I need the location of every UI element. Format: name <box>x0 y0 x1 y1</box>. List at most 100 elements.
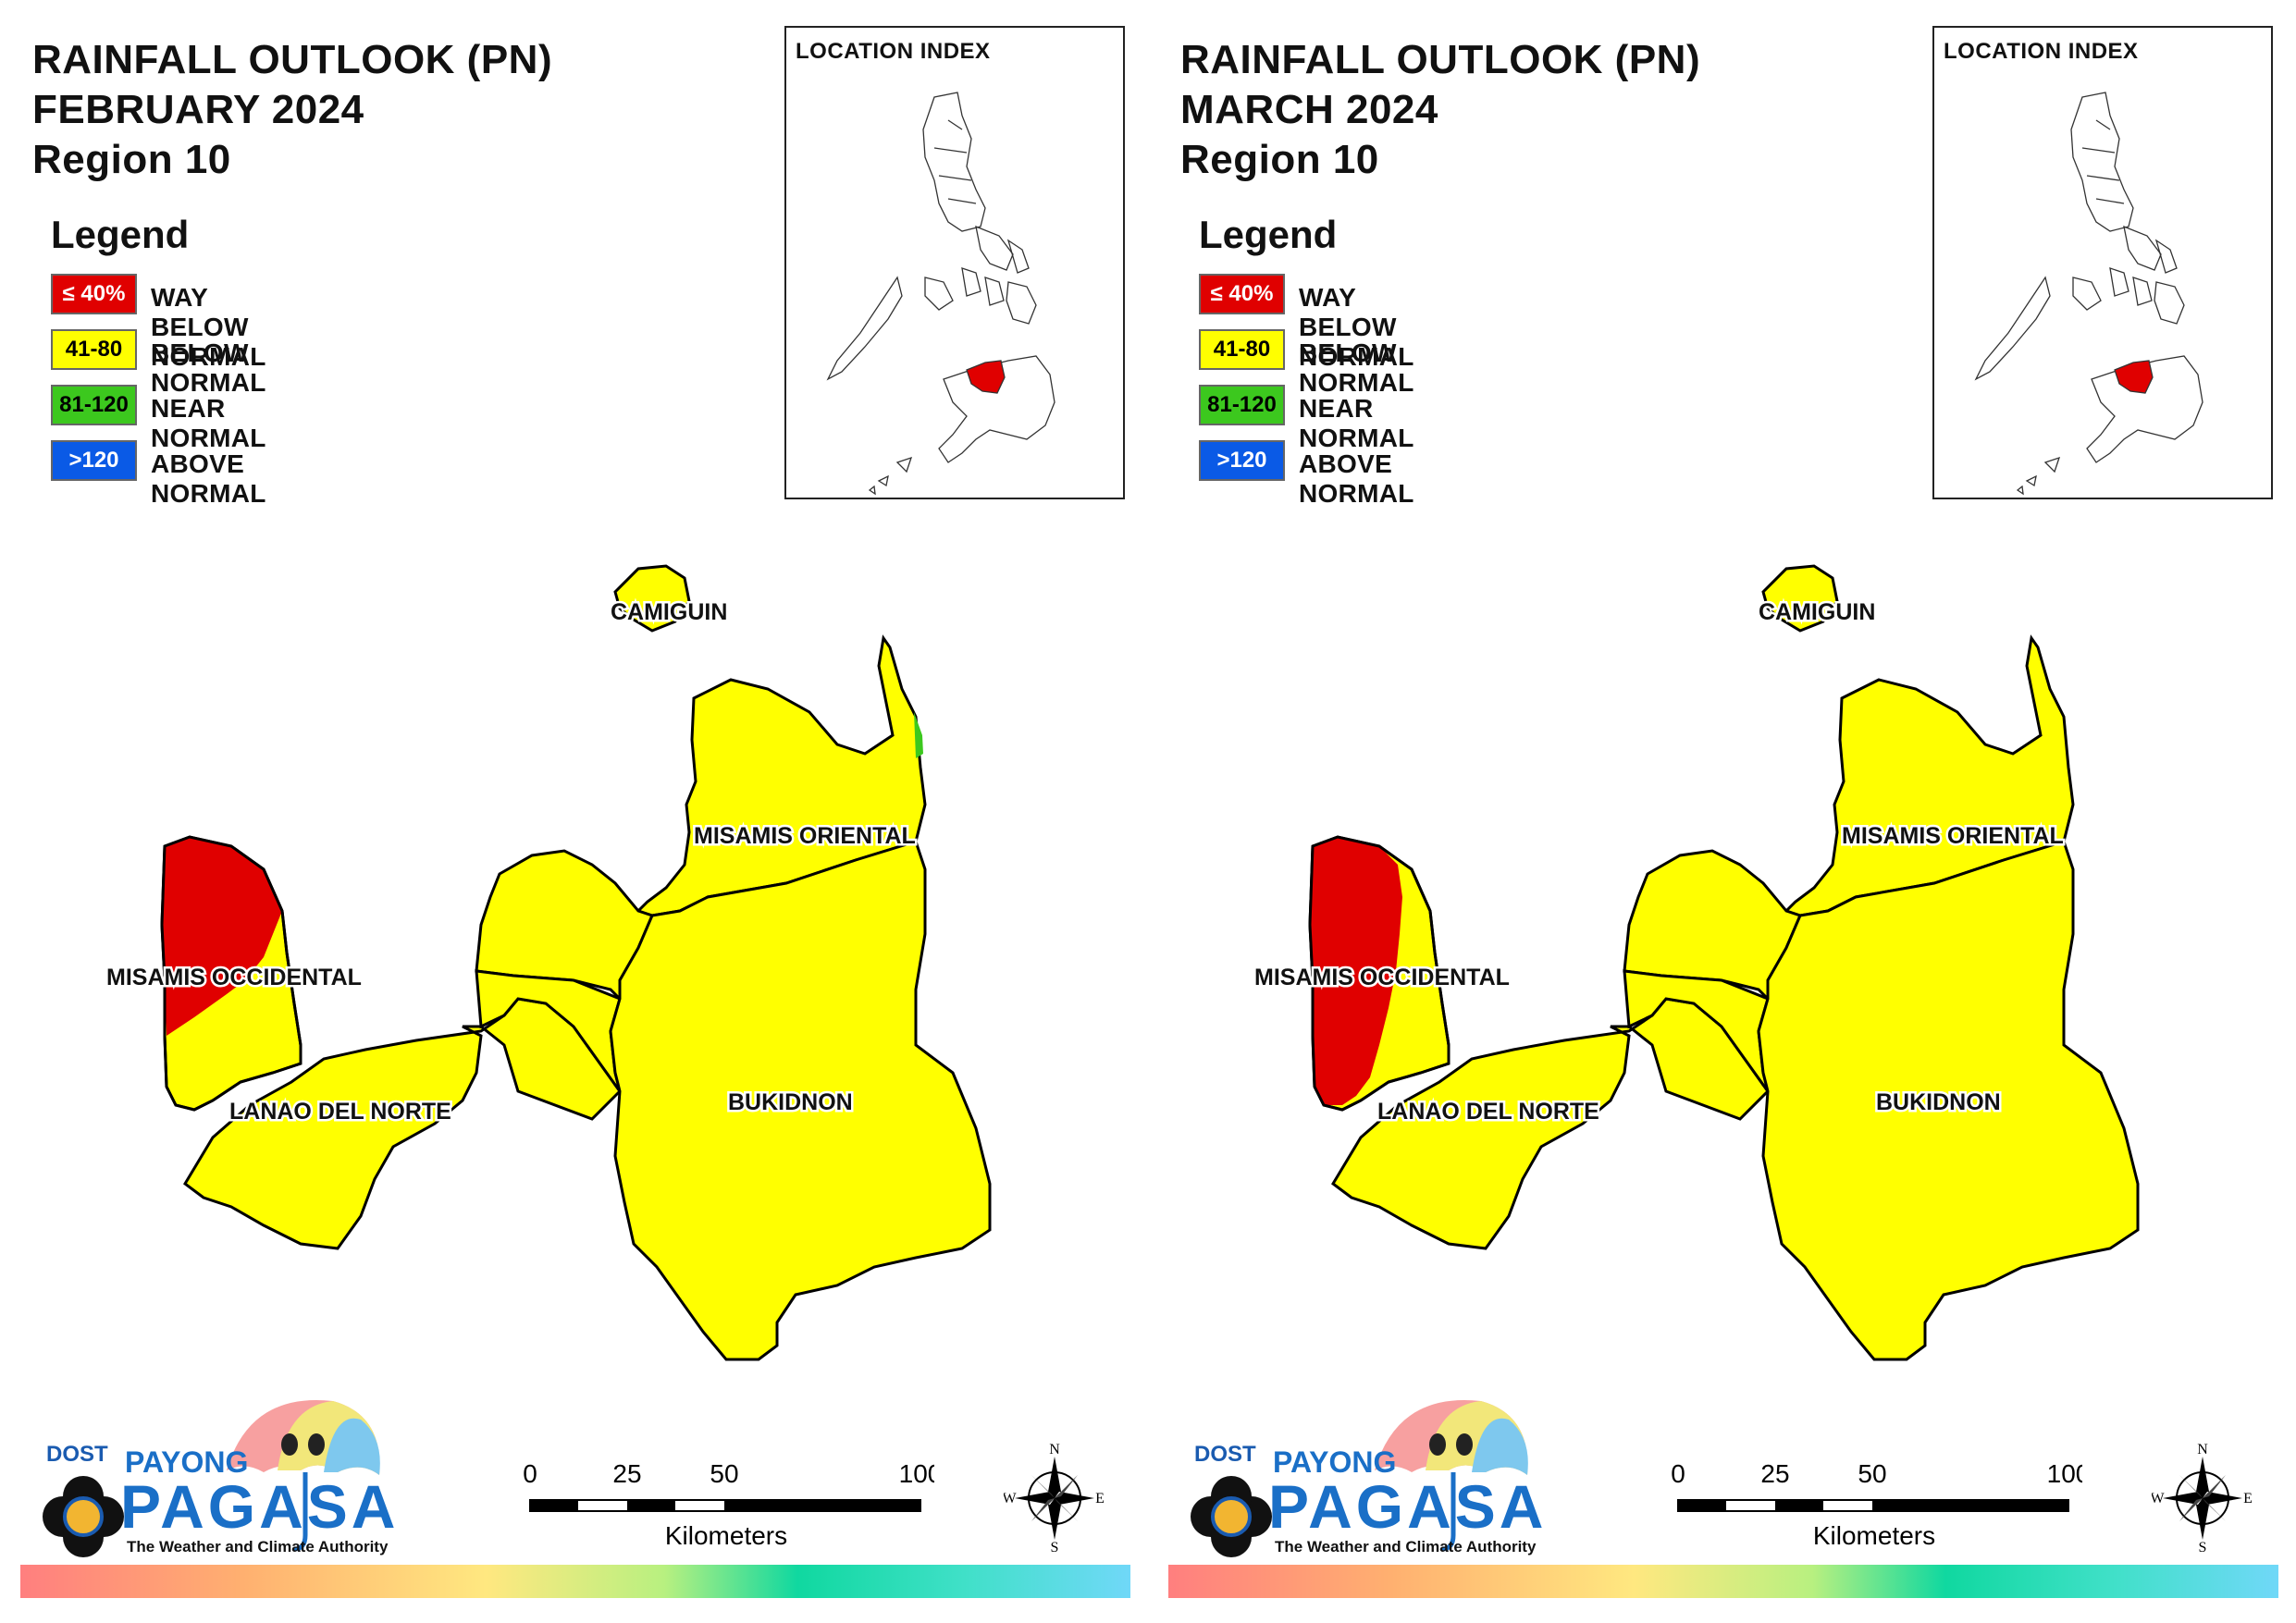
region-10-map: CAMIGUIN MISAMIS ORIENTAL MISAMIS OCCIDE… <box>1253 564 2140 1361</box>
scale-tick-25: 25 <box>612 1459 641 1488</box>
scale-bar: 0 25 50 100 Kilometers <box>518 1452 942 1554</box>
title-line-2: FEBRUARY 2024 <box>32 87 364 132</box>
legend-swatch: 41-80 <box>51 329 137 370</box>
title-line-3: Region 10 <box>32 137 231 182</box>
title-line-1: RAINFALL OUTLOOK (PN) <box>1180 37 1701 82</box>
compass-rose-icon: N E S W <box>1002 1442 1105 1555</box>
legend-swatch: 81-120 <box>51 385 137 425</box>
province-lanao-del-norte <box>1331 997 1770 1250</box>
legend-label: ABOVE NORMAL <box>1299 449 1414 508</box>
payong-pagasa-logo: DOST PAYONG PAGASA The Weather and Clima… <box>1176 1387 1546 1572</box>
legend-swatch: >120 <box>1199 440 1285 481</box>
compass-w: W <box>2152 1491 2165 1506</box>
logo-pagasa-text: PAGASA <box>1268 1472 1546 1541</box>
label-misamis-oriental: MISAMIS ORIENTAL <box>694 823 916 849</box>
label-bukidnon: BUKIDNON <box>1876 1089 2001 1115</box>
legend-item-near-normal: 81-120 NEAR NORMAL <box>1199 385 1413 452</box>
payong-pagasa-logo: DOST PAYONG PAGASA The Weather and Clima… <box>28 1387 398 1572</box>
map-title: RAINFALL OUTLOOK (PN) MARCH 2024 Region … <box>1180 35 1700 185</box>
scale-tick-50: 50 <box>710 1459 738 1488</box>
location-index-inset: LOCATION INDEX <box>1932 26 2273 499</box>
compass-n: N <box>2197 1443 2208 1457</box>
logo-tagline: The Weather and Climate Authority <box>1275 1538 1537 1555</box>
gradient-footer-band <box>20 1565 1130 1598</box>
legend-swatch: 41-80 <box>1199 329 1285 370</box>
scale-tick-0: 0 <box>523 1459 537 1488</box>
label-misamis-oriental: MISAMIS ORIENTAL <box>1842 823 2064 849</box>
compass-e: E <box>1095 1491 1105 1506</box>
legend-item-way-below-normal: ≤ 40% WAY BELOW NORMAL <box>1199 274 1413 371</box>
scale-unit: Kilometers <box>1813 1521 1935 1550</box>
outlook-panel-february: RAINFALL OUTLOOK (PN) FEBRUARY 2024 Regi… <box>20 26 1130 1598</box>
province-lanao-del-norte <box>183 997 622 1250</box>
legend-label: NEAR NORMAL <box>151 394 266 452</box>
compass-rose-icon: N E S W <box>2150 1442 2253 1555</box>
compass-s: S <box>1051 1540 1059 1554</box>
map-title: RAINFALL OUTLOOK (PN) FEBRUARY 2024 Regi… <box>32 35 552 185</box>
legend-label: ABOVE NORMAL <box>151 449 266 508</box>
label-lanao-del-norte: LANAO DEL NORTE <box>229 1099 451 1125</box>
legend-swatch: 81-120 <box>1199 385 1285 425</box>
scale-tick-100: 100 <box>2047 1459 2082 1488</box>
label-misamis-occidental: MISAMIS OCCIDENTAL <box>106 965 362 990</box>
scale-unit: Kilometers <box>665 1521 787 1550</box>
province-camiguin <box>613 564 691 633</box>
title-line-1: RAINFALL OUTLOOK (PN) <box>32 37 553 82</box>
inset-title: LOCATION INDEX <box>796 39 991 64</box>
way-below-normal-area <box>1310 837 1402 1105</box>
province-bukidnon <box>609 840 992 1361</box>
legend-label: WAY BELOW NORMAL <box>151 283 266 371</box>
province-bukidnon <box>1757 840 2140 1361</box>
legend-item-near-normal: 81-120 NEAR NORMAL <box>51 385 265 452</box>
province-misamis-oriental <box>1784 634 2075 917</box>
compass-w: W <box>1004 1491 1017 1506</box>
umbrella-logo-icon: DOST PAYONG PAGASA The Weather and Clima… <box>1191 1399 1546 1557</box>
legend: Legend ≤ 40% WAY BELOW NORMAL 41-80 BELO… <box>1199 213 1413 508</box>
title-line-2: MARCH 2024 <box>1180 87 1438 132</box>
legend-swatch: >120 <box>51 440 137 481</box>
legend-swatch: ≤ 40% <box>51 274 137 314</box>
label-camiguin: CAMIGUIN <box>1759 599 1875 625</box>
gradient-footer-band <box>1168 1565 2278 1598</box>
legend-swatch: ≤ 40% <box>1199 274 1285 314</box>
logo-payong-text: PAYONG <box>125 1445 248 1479</box>
outlook-panel-march: RAINFALL OUTLOOK (PN) MARCH 2024 Region … <box>1148 0 2296 1623</box>
title-line-3: Region 10 <box>1180 137 1379 182</box>
umbrella-logo-icon: DOST PAYONG PAGASA The Weather and Clima… <box>43 1399 398 1557</box>
way-below-normal-area <box>162 837 282 1036</box>
scale-tick-25: 25 <box>1760 1459 1789 1488</box>
compass-n: N <box>1049 1443 1060 1457</box>
legend-label: BELOW NORMAL <box>1299 338 1414 397</box>
inset-title: LOCATION INDEX <box>1944 39 2139 64</box>
legend-title: Legend <box>1199 213 1338 256</box>
label-misamis-occidental: MISAMIS OCCIDENTAL <box>1254 965 1510 990</box>
legend-item-above-normal: >120 ABOVE NORMAL <box>1199 440 1413 508</box>
legend: Legend ≤ 40% WAY BELOW NORMAL 41-80 BELO… <box>51 213 265 508</box>
logo-dost-text: DOST <box>46 1442 108 1467</box>
province-camiguin <box>1761 564 1839 633</box>
label-bukidnon: BUKIDNON <box>728 1089 853 1115</box>
near-normal-strip <box>914 712 923 758</box>
legend-item-above-normal: >120 ABOVE NORMAL <box>51 440 265 508</box>
label-camiguin: CAMIGUIN <box>611 599 727 625</box>
scale-tick-100: 100 <box>899 1459 934 1488</box>
scale-tick-50: 50 <box>1858 1459 1886 1488</box>
legend-item-below-normal: 41-80 BELOW NORMAL <box>51 329 265 397</box>
compass-s: S <box>2199 1540 2207 1554</box>
legend-title: Legend <box>51 213 190 256</box>
scale-tick-0: 0 <box>1671 1459 1685 1488</box>
scale-bar: 0 25 50 100 Kilometers <box>1666 1452 2090 1554</box>
label-lanao-del-norte: LANAO DEL NORTE <box>1377 1099 1599 1125</box>
legend-item-way-below-normal: ≤ 40% WAY BELOW NORMAL <box>51 274 265 371</box>
logo-pagasa-text: PAGASA <box>120 1472 398 1541</box>
logo-dost-text: DOST <box>1194 1442 1256 1467</box>
compass-e: E <box>2243 1491 2253 1506</box>
legend-label: BELOW NORMAL <box>151 338 266 397</box>
legend-item-below-normal: 41-80 BELOW NORMAL <box>1199 329 1413 397</box>
location-index-inset: LOCATION INDEX <box>784 26 1125 499</box>
legend-label: NEAR NORMAL <box>1299 394 1414 452</box>
philippines-map-icon <box>1974 92 2203 496</box>
philippines-map-icon <box>826 92 1055 496</box>
logo-tagline: The Weather and Climate Authority <box>127 1538 389 1555</box>
province-misamis-oriental <box>636 634 927 917</box>
